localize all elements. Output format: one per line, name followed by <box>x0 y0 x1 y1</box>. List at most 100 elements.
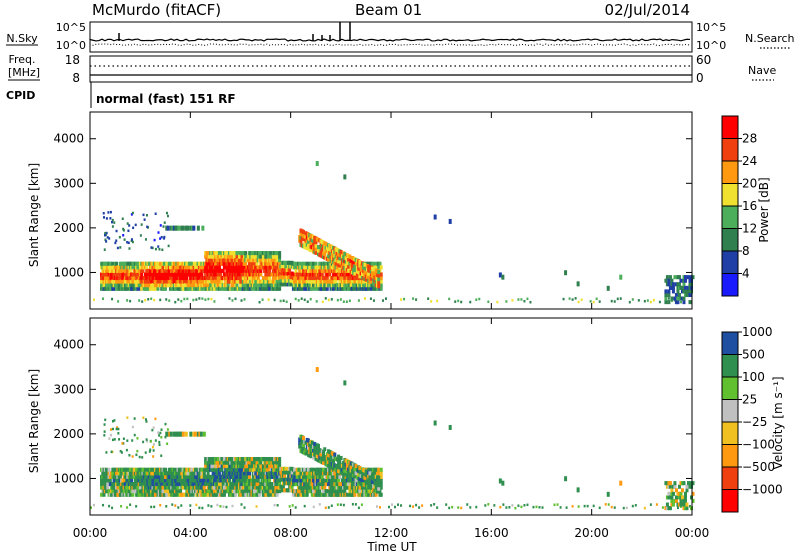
heatmap-cell <box>314 446 318 451</box>
heatmap-cell <box>668 285 672 290</box>
heatmap-cell <box>172 268 176 273</box>
heatmap-cell <box>211 279 215 284</box>
heatmap-cell <box>682 506 686 511</box>
heatmap-cell <box>226 268 230 273</box>
heatmap-cell <box>646 299 649 302</box>
x-tick-label: 16:00 <box>474 526 509 540</box>
heatmap-cell <box>688 275 692 280</box>
heatmap-cell <box>514 506 517 510</box>
heatmap-cell <box>347 257 351 262</box>
heatmap-cell <box>132 474 136 479</box>
heatmap-cell <box>677 292 681 298</box>
heatmap-cell <box>174 478 178 483</box>
heatmap-cell <box>379 272 383 277</box>
nave-tick-lo: 0 <box>696 71 704 85</box>
heatmap-cell <box>249 276 253 281</box>
heatmap-cell <box>667 484 671 489</box>
heatmap-cell <box>275 279 279 284</box>
heatmap-cell <box>686 292 690 298</box>
heatmap-cell <box>448 424 452 430</box>
heatmap-cell <box>129 299 132 303</box>
heatmap-cell <box>195 503 198 507</box>
heatmap-cell <box>409 504 412 508</box>
heatmap-cell <box>108 261 112 266</box>
heatmap-cell <box>130 478 134 483</box>
heatmap-cell <box>222 474 226 479</box>
heatmap-cell <box>109 210 112 214</box>
heatmap-cell <box>108 237 111 240</box>
heatmap-cell <box>400 298 403 301</box>
heatmap-cell <box>689 289 693 294</box>
heatmap-cell <box>665 275 669 280</box>
heatmap-cell <box>113 221 116 224</box>
heatmap-cell <box>340 276 344 281</box>
heatmap-cell <box>194 279 198 284</box>
heatmap-cell <box>141 482 145 487</box>
heatmap-cell <box>338 474 342 479</box>
heatmap-cell <box>643 299 646 303</box>
heatmap-cell <box>268 460 272 465</box>
heatmap-cell <box>163 268 167 273</box>
heatmap-cell <box>353 267 357 273</box>
heatmap-cell <box>328 272 332 277</box>
heatmap-cell <box>309 474 313 479</box>
power-colorbar: 4 8 12 16 20 24 28 <box>721 115 757 297</box>
heatmap-cell <box>225 505 228 509</box>
heatmap-cell <box>285 300 288 304</box>
heatmap-cell <box>168 299 171 302</box>
heatmap-cell <box>305 246 309 251</box>
heatmap-cell <box>363 262 367 267</box>
heatmap-cell <box>200 467 204 472</box>
heatmap-cell <box>679 505 682 508</box>
heatmap-cell <box>138 299 141 302</box>
heatmap-cell <box>131 489 135 494</box>
x-axis-ticks: 00:00 04:00 08:00 12:00 16:00 20:00 00:00 <box>73 112 709 540</box>
heatmap-cell <box>177 268 181 273</box>
heatmap-cell <box>103 434 106 437</box>
heatmap-cell <box>328 460 332 465</box>
heatmap-cell <box>210 297 213 301</box>
heatmap-cell <box>308 471 312 476</box>
heatmap-cell <box>201 297 204 300</box>
colorbar-swatch <box>722 444 738 467</box>
heatmap-cell <box>301 261 305 266</box>
heatmap-cell <box>230 258 234 263</box>
heatmap-cell <box>679 300 682 304</box>
heatmap-cell <box>158 443 161 447</box>
heatmap-cell <box>460 506 463 510</box>
heatmap-cell <box>206 283 210 288</box>
heatmap-cell <box>240 254 244 259</box>
heatmap-cell <box>236 261 240 266</box>
heatmap-cell <box>191 268 195 273</box>
heatmap-cell <box>151 445 154 449</box>
heatmap-cell <box>314 247 318 252</box>
heatmap-cell <box>142 213 145 217</box>
heatmap-cell <box>235 254 239 259</box>
heatmap-cell <box>227 478 231 483</box>
heatmap-cell <box>637 299 640 302</box>
heatmap-cell <box>118 272 122 277</box>
heatmap-cell <box>255 460 259 465</box>
heatmap-cell <box>195 298 198 301</box>
heatmap-cell <box>278 258 282 263</box>
heatmap-cell <box>232 489 236 494</box>
heatmap-cell <box>688 505 691 508</box>
heatmap-cell <box>133 417 136 420</box>
heatmap-cell <box>445 503 448 506</box>
heatmap-cell <box>237 258 241 263</box>
heatmap-cell <box>664 300 668 305</box>
heatmap-cell <box>273 503 276 507</box>
heatmap-cell <box>683 285 687 290</box>
heatmap-cell <box>197 474 201 479</box>
heatmap-cell <box>189 474 193 479</box>
heatmap-cell <box>171 503 174 506</box>
heatmap-cell <box>202 478 206 483</box>
heatmap-cell <box>538 506 541 509</box>
heatmap-cell <box>259 460 263 465</box>
heatmap-cell <box>367 477 371 482</box>
heatmap-cell <box>367 286 371 291</box>
heatmap-cell <box>634 504 637 507</box>
noise-left-tick-lo: 10^0 <box>56 39 86 52</box>
heatmap-cell <box>358 465 362 471</box>
heatmap-cell <box>111 220 114 224</box>
